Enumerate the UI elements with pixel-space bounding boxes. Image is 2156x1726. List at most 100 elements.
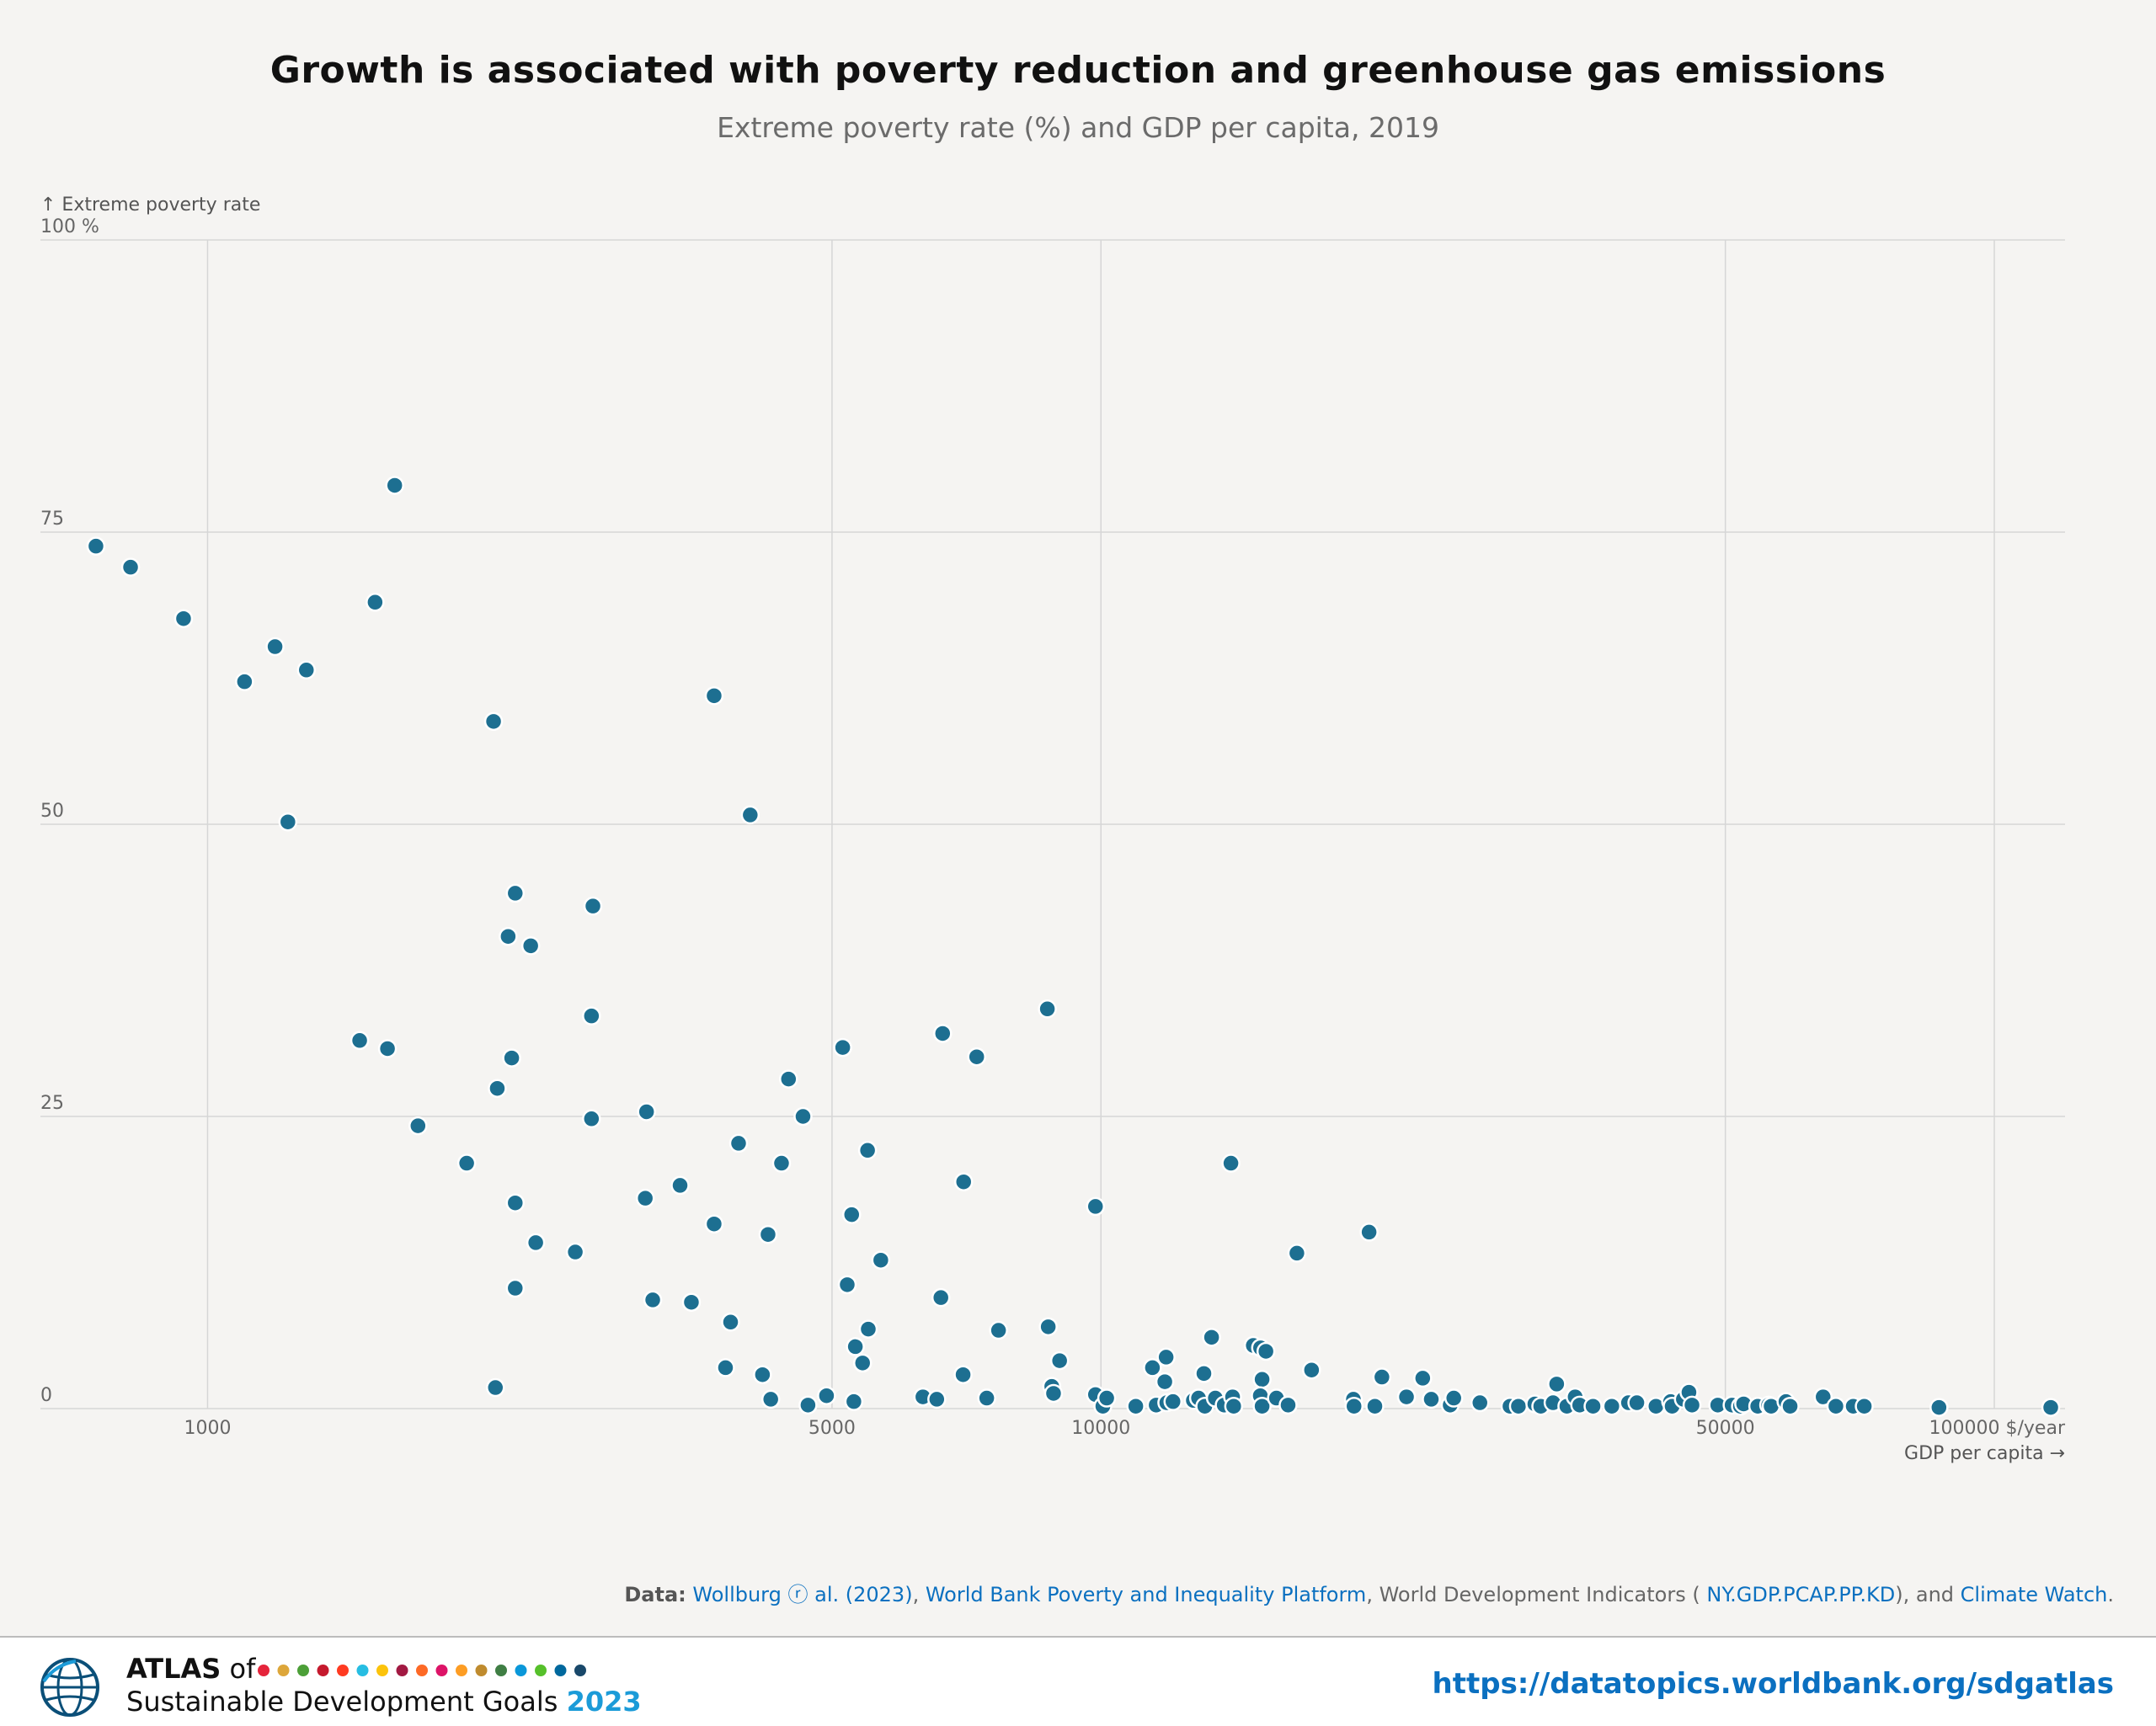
data-point[interactable] — [1278, 1395, 1298, 1415]
data-point[interactable] — [408, 1116, 428, 1136]
data-point[interactable] — [1156, 1347, 1176, 1367]
data-point[interactable] — [265, 637, 285, 657]
data-point[interactable] — [1682, 1395, 1702, 1415]
data-point[interactable] — [1043, 1383, 1064, 1404]
data-point[interactable] — [798, 1395, 818, 1415]
data-point[interactable] — [1826, 1396, 1846, 1416]
source-link-wollburg[interactable]: Wollburg ⓡ al. (2023) — [692, 1583, 913, 1606]
data-point[interactable] — [582, 1006, 601, 1025]
data-point[interactable] — [977, 1388, 996, 1408]
data-point[interactable] — [1780, 1396, 1800, 1416]
data-point[interactable] — [716, 1358, 735, 1377]
data-point[interactable] — [486, 1377, 505, 1398]
data-point[interactable] — [1252, 1370, 1272, 1389]
data-point[interactable] — [1163, 1392, 1183, 1411]
data-point[interactable] — [1396, 1387, 1417, 1407]
data-point[interactable] — [793, 1106, 813, 1127]
data-point[interactable] — [1813, 1387, 1833, 1407]
data-point[interactable] — [704, 686, 724, 706]
data-point[interactable] — [1097, 1388, 1117, 1408]
data-point[interactable] — [953, 1172, 974, 1191]
data-point[interactable] — [1287, 1244, 1307, 1263]
data-point[interactable] — [753, 1365, 772, 1384]
data-point[interactable] — [779, 1069, 798, 1089]
data-point[interactable] — [296, 660, 317, 680]
data-point[interactable] — [173, 609, 194, 628]
data-point[interactable] — [1252, 1396, 1272, 1416]
data-point[interactable] — [771, 1153, 792, 1173]
data-point[interactable] — [505, 1278, 526, 1298]
data-point[interactable] — [1194, 1364, 1214, 1383]
data-point[interactable] — [235, 672, 254, 691]
atlas-url-link[interactable]: https://datatopics.worldbank.org/sdgatla… — [1432, 1667, 2114, 1701]
source-link-climate-watch[interactable]: Climate Watch — [1960, 1583, 2108, 1606]
data-point[interactable] — [871, 1250, 891, 1270]
data-point[interactable] — [1627, 1393, 1646, 1413]
data-point[interactable] — [1344, 1396, 1364, 1416]
data-point[interactable] — [931, 1287, 951, 1308]
data-point[interactable] — [927, 1389, 947, 1409]
data-point[interactable] — [1854, 1396, 1874, 1416]
data-point[interactable] — [933, 1024, 953, 1043]
data-point[interactable] — [582, 1109, 601, 1129]
data-point[interactable] — [505, 883, 526, 903]
data-point[interactable] — [583, 896, 603, 916]
data-point[interactable] — [1508, 1396, 1529, 1416]
data-point[interactable] — [740, 805, 760, 825]
data-point[interactable] — [86, 536, 106, 556]
data-point[interactable] — [502, 1048, 521, 1068]
data-point[interactable] — [953, 1365, 973, 1384]
data-point[interactable] — [520, 936, 541, 956]
data-point[interactable] — [857, 1141, 878, 1160]
data-point[interactable] — [1359, 1223, 1379, 1242]
data-point[interactable] — [385, 476, 404, 495]
data-point[interactable] — [1126, 1396, 1145, 1416]
data-point[interactable] — [858, 1319, 878, 1339]
data-point[interactable] — [278, 812, 298, 832]
data-point[interactable] — [120, 557, 141, 577]
data-point[interactable] — [1049, 1350, 1070, 1371]
data-point[interactable] — [488, 1079, 507, 1098]
data-point[interactable] — [499, 926, 518, 946]
data-point[interactable] — [1302, 1360, 1321, 1380]
data-point[interactable] — [1143, 1358, 1162, 1377]
data-point[interactable] — [852, 1353, 873, 1373]
data-point[interactable] — [505, 1193, 526, 1212]
data-point[interactable] — [817, 1386, 836, 1405]
data-point[interactable] — [837, 1275, 857, 1295]
data-point[interactable] — [1221, 1153, 1241, 1173]
data-point[interactable] — [760, 1389, 781, 1409]
data-point[interactable] — [844, 1392, 864, 1411]
data-point[interactable] — [366, 593, 385, 612]
data-point[interactable] — [1602, 1396, 1622, 1416]
data-point[interactable] — [670, 1175, 690, 1196]
source-link-wdi[interactable]: NY.GDP.PCAP.PP.KD — [1706, 1583, 1896, 1606]
data-point[interactable] — [350, 1031, 370, 1051]
source-link-pip[interactable]: World Bank Poverty and Inequality Platfo… — [925, 1583, 1367, 1606]
data-point[interactable] — [1038, 999, 1057, 1019]
data-point[interactable] — [1365, 1396, 1385, 1416]
data-point[interactable] — [1413, 1368, 1433, 1388]
data-point[interactable] — [989, 1320, 1008, 1340]
data-point[interactable] — [1444, 1388, 1464, 1408]
data-point[interactable] — [1256, 1341, 1276, 1361]
data-point[interactable] — [2041, 1398, 2061, 1417]
data-point[interactable] — [846, 1337, 865, 1356]
data-point[interactable] — [1086, 1196, 1105, 1217]
data-point[interactable] — [721, 1313, 740, 1332]
data-point[interactable] — [1470, 1393, 1490, 1413]
data-point[interactable] — [967, 1047, 986, 1067]
data-point[interactable] — [728, 1133, 749, 1153]
data-point[interactable] — [1155, 1372, 1175, 1392]
data-point[interactable] — [1583, 1396, 1603, 1416]
data-point[interactable] — [1929, 1398, 1949, 1417]
data-point[interactable] — [565, 1242, 585, 1262]
data-point[interactable] — [483, 711, 504, 732]
data-point[interactable] — [377, 1039, 398, 1058]
data-point[interactable] — [526, 1233, 546, 1253]
data-point[interactable] — [704, 1214, 724, 1233]
data-point[interactable] — [681, 1292, 702, 1312]
data-point[interactable] — [1547, 1374, 1566, 1394]
data-point[interactable] — [1224, 1396, 1244, 1416]
data-point[interactable] — [1372, 1367, 1392, 1387]
